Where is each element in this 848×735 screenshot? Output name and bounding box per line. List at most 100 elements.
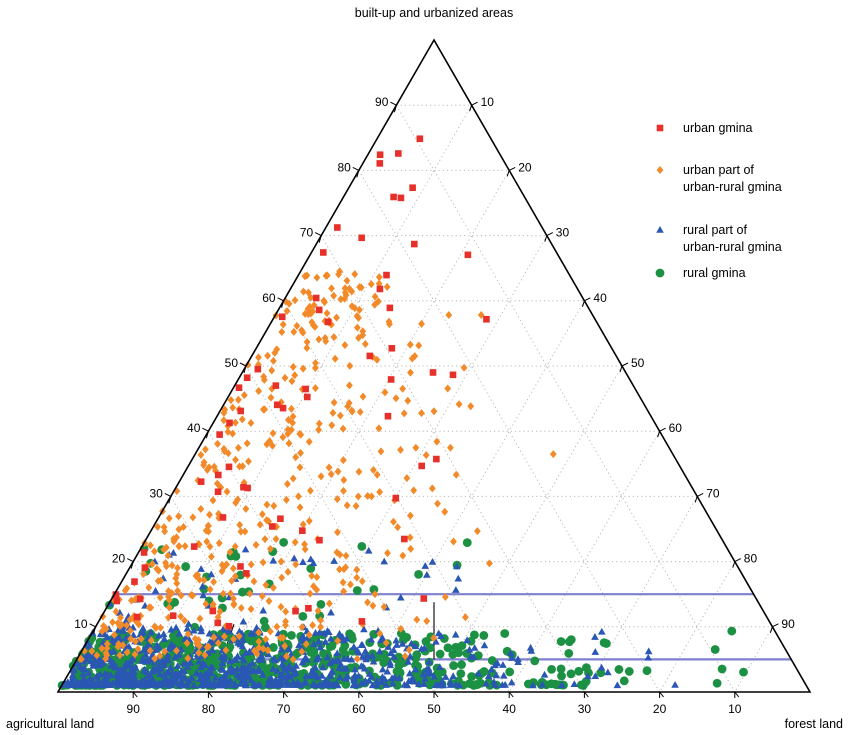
rural-part-of-urban-rural-gmina-point [112, 662, 120, 670]
urban-part-of-urban-rural-gmina-point [356, 283, 363, 292]
urban-part-of-urban-rural-gmina-point [369, 465, 377, 474]
urban-part-of-urban-rural-gmina-point [272, 535, 280, 544]
rural-part-of-urban-rural-gmina-point [411, 665, 420, 673]
rural-part-of-urban-rural-gmina-point [298, 658, 307, 666]
urban-part-of-urban-rural-gmina-point [331, 354, 339, 363]
urban-gmina-point [190, 543, 198, 550]
rural-part-of-urban-rural-gmina-point [315, 681, 323, 689]
rural-part-of-urban-rural-gmina-point [233, 670, 242, 678]
rural-gmina-point [614, 665, 624, 674]
rural-part-of-urban-rural-gmina-point [259, 606, 268, 614]
rural-part-of-urban-rural-gmina-point [369, 657, 378, 665]
urban-part-of-urban-rural-gmina-point [355, 333, 362, 342]
rural-part-of-urban-rural-gmina-point [190, 681, 198, 689]
rural-part-of-urban-rural-gmina-point [360, 625, 368, 633]
rural-part-of-urban-rural-gmina-point [492, 671, 501, 679]
rural-part-of-urban-rural-gmina-point [540, 670, 549, 678]
rural-part-of-urban-rural-gmina-point [342, 672, 351, 680]
urban-gmina-point [376, 160, 384, 167]
legend-label: urban-rural gmina [683, 180, 782, 194]
urban-part-of-urban-rural-gmina-point [224, 449, 232, 458]
urban-part-of-urban-rural-gmina-point [343, 501, 351, 510]
urban-part-of-urban-rural-gmina-point [285, 439, 293, 448]
urban-part-of-urban-rural-gmina-point [375, 279, 383, 288]
urban-part-of-urban-rural-gmina-point [336, 565, 343, 574]
rural-part-of-urban-rural-gmina-point [364, 546, 373, 554]
urban-part-of-urban-rural-gmina-point [133, 618, 141, 627]
urban-part-of-urban-rural-gmina-point [209, 496, 217, 505]
urban-part-of-urban-rural-gmina-point [237, 604, 245, 613]
rural-gmina-point [392, 680, 402, 690]
urban-part-of-urban-rural-gmina-point [263, 500, 271, 509]
rural-part-of-urban-rural-gmina-point [309, 559, 318, 567]
legend-entry: rural gmina [655, 266, 746, 280]
rural-gmina-point [624, 667, 634, 676]
urban-part-of-urban-rural-gmina-point [266, 627, 274, 636]
rural-part-of-urban-rural-gmina-point [309, 680, 317, 688]
urban-part-of-urban-rural-gmina-point [411, 352, 419, 361]
urban-gmina-point [316, 536, 323, 544]
urban-part-of-urban-rural-gmina-point [174, 563, 181, 572]
urban-part-of-urban-rural-gmina-point [229, 564, 237, 573]
rural-part-of-urban-rural-gmina-point [325, 678, 333, 686]
rural-part-of-urban-rural-gmina-point [323, 653, 332, 661]
rural-gmina-point [449, 661, 459, 670]
rural-part-of-urban-rural-gmina-point [354, 672, 363, 679]
rural-part-of-urban-rural-gmina-point [247, 676, 255, 684]
urban-part-of-urban-rural-gmina-point [296, 503, 304, 512]
rural-part-of-urban-rural-gmina-point [407, 639, 416, 647]
rural-gmina-point [209, 657, 219, 667]
urban-part-of-urban-rural-gmina-point [165, 514, 173, 523]
urban-gmina-point [388, 344, 396, 352]
rural-part-of-urban-rural-gmina-point [122, 617, 130, 624]
urban-part-of-urban-rural-gmina-point [307, 486, 314, 495]
urban-part-of-urban-rural-gmina-point [283, 652, 290, 661]
urban-part-of-urban-rural-gmina-point [214, 639, 222, 648]
top-axis-title: built-up and urbanized areas [355, 6, 513, 20]
urban-part-of-urban-rural-gmina-point [460, 363, 468, 372]
urban-part-of-urban-rural-gmina-point [277, 557, 285, 566]
urban-part-of-urban-rural-gmina-point [132, 637, 139, 646]
urban-gmina-point [315, 306, 323, 314]
left-tick-label: 40 [187, 421, 201, 435]
urban-part-of-urban-rural-gmina-point [400, 409, 408, 418]
urban-part-of-urban-rural-gmina-point [181, 542, 189, 551]
rural-part-of-urban-rural-gmina-point [398, 639, 407, 647]
urban-part-of-urban-rural-gmina-point [215, 539, 223, 548]
urban-part-of-urban-rural-gmina-point [317, 616, 325, 625]
rural-part-of-urban-rural-gmina-point [350, 643, 358, 650]
rural-part-of-urban-rural-gmina-point [421, 674, 429, 682]
rural-part-of-urban-rural-gmina-point [433, 681, 442, 689]
rural-gmina-point [347, 631, 356, 641]
rural-part-of-urban-rural-gmina-point [95, 656, 104, 663]
urban-part-of-urban-rural-gmina-point [259, 405, 267, 414]
rural-part-of-urban-rural-gmina-point [383, 667, 392, 675]
rural-part-of-urban-rural-gmina-point [207, 669, 215, 676]
urban-part-of-urban-rural-gmina-point [168, 561, 176, 570]
urban-part-of-urban-rural-gmina-point [232, 418, 239, 427]
urban-gmina-point [215, 471, 222, 479]
legend-entry: rural part of urban-rural gmina [656, 223, 782, 254]
rural-part-of-urban-rural-gmina-point [132, 678, 140, 685]
bottom-tick-mark [508, 691, 514, 698]
urban-part-of-urban-rural-gmina-point [346, 361, 354, 370]
rural-part-of-urban-rural-gmina-point [184, 620, 193, 627]
rural-part-of-urban-rural-gmina-point [404, 657, 412, 665]
urban-part-of-urban-rural-gmina-point [390, 517, 397, 526]
rural-part-of-urban-rural-gmina-point [64, 679, 73, 687]
rural-part-of-urban-rural-gmina-point [157, 679, 166, 687]
rural-part-of-urban-rural-gmina-point [231, 679, 239, 687]
rural-part-of-urban-rural-gmina-point [389, 652, 398, 660]
rural-part-of-urban-rural-gmina-point [160, 661, 168, 669]
rural-gmina-point [466, 636, 476, 646]
urban-part-of-urban-rural-gmina-point [282, 607, 290, 616]
urban-part-of-urban-rural-gmina-point [172, 574, 180, 583]
rural-part-of-urban-rural-gmina-point [301, 677, 309, 685]
urban-part-of-urban-rural-gmina-point [145, 583, 153, 592]
rural-part-of-urban-rural-gmina-point [434, 629, 443, 637]
urban-part-of-urban-rural-gmina-point [289, 474, 297, 483]
urban-part-of-urban-rural-gmina-point [364, 598, 371, 607]
rural-part-of-urban-rural-gmina-point [151, 587, 160, 594]
urban-part-of-urban-rural-gmina-point [114, 619, 122, 628]
urban-part-of-urban-rural-gmina-point [196, 641, 203, 650]
